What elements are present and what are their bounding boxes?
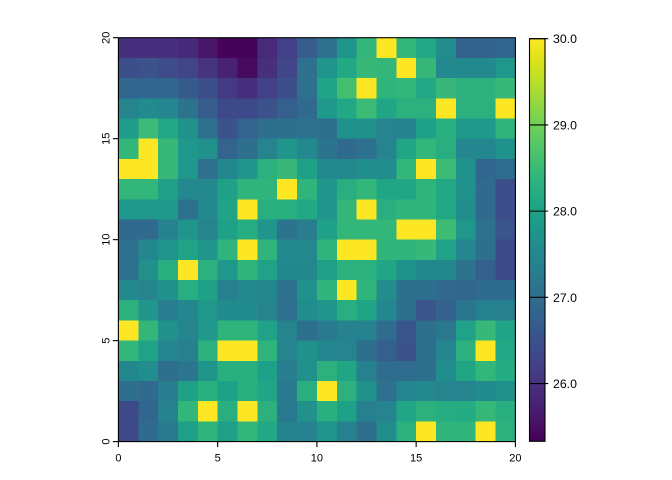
svg-text:20: 20 (509, 453, 521, 465)
svg-text:15: 15 (410, 453, 422, 465)
svg-text:5: 5 (100, 338, 112, 344)
svg-text:15: 15 (100, 133, 112, 145)
svg-text:27.0: 27.0 (553, 291, 577, 305)
svg-text:0: 0 (115, 453, 121, 465)
svg-text:0: 0 (100, 439, 112, 445)
svg-text:30.0: 30.0 (553, 32, 577, 46)
svg-text:28.0: 28.0 (553, 205, 577, 219)
svg-text:5: 5 (215, 453, 221, 465)
svg-text:10: 10 (100, 234, 112, 246)
svg-text:20: 20 (100, 32, 112, 44)
svg-text:29.0: 29.0 (553, 118, 577, 132)
svg-text:26.0: 26.0 (553, 377, 577, 391)
svg-text:10: 10 (311, 453, 323, 465)
